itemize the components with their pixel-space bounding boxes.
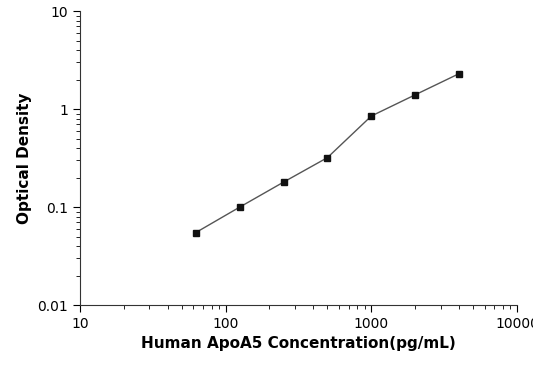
- X-axis label: Human ApoA5 Concentration(pg/mL): Human ApoA5 Concentration(pg/mL): [141, 336, 456, 352]
- Y-axis label: Optical Density: Optical Density: [17, 92, 32, 224]
